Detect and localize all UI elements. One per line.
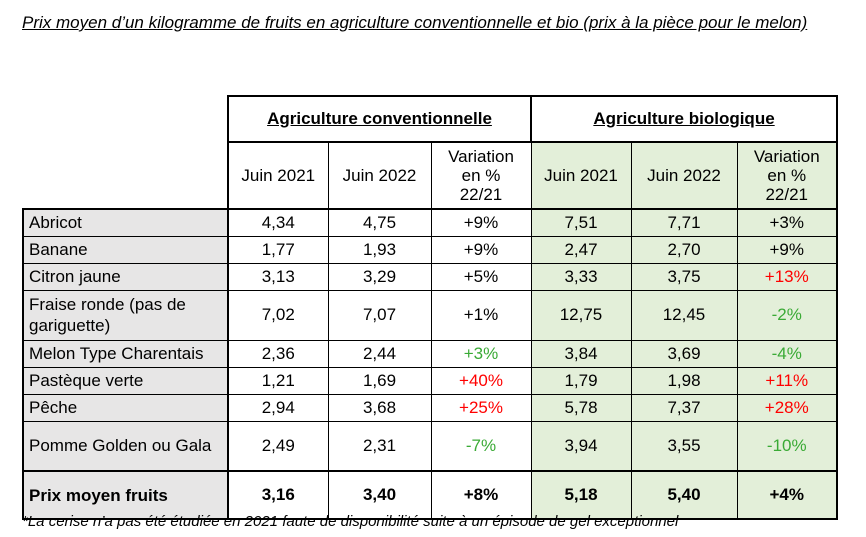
total-cell-bvar: +4%: [737, 470, 838, 520]
col-header-variation: Variation en % 22/21: [431, 142, 532, 210]
table-title: Prix moyen d’un kilogramme de fruits en …: [22, 13, 808, 32]
cell-b22: 7,71: [631, 209, 738, 237]
col-header-june2021-bio: Juin 2021: [530, 142, 632, 210]
variation-line-2: en %: [461, 166, 501, 185]
cell-b21: 12,75: [530, 290, 632, 341]
cell-b21: 3,84: [530, 340, 632, 368]
cell-c22: 3,29: [328, 263, 432, 291]
cell-b21: 5,78: [530, 394, 632, 422]
total-label: Prix moyen fruits: [22, 470, 229, 520]
price-table: Agriculture conventionnelle Agriculture …: [22, 95, 838, 520]
cell-c21: 4,34: [228, 209, 329, 237]
cell-b21: 7,51: [530, 209, 632, 237]
cell-b21: 2,47: [530, 236, 632, 264]
table-row: Banane 1,77 1,93 +9% 2,47 2,70 +9%: [22, 236, 838, 264]
cell-b22: 2,70: [631, 236, 738, 264]
total-row: Prix moyen fruits 3,16 3,40 +8% 5,18 5,4…: [22, 470, 838, 520]
col-header-june2022: Juin 2022: [328, 142, 432, 210]
cell-c21: 2,36: [228, 340, 329, 368]
cell-b22: 3,69: [631, 340, 738, 368]
table-row: Citron jaune 3,13 3,29 +5% 3,33 3,75 +13%: [22, 263, 838, 291]
cell-c22: 1,93: [328, 236, 432, 264]
cell-bvar: +28%: [737, 394, 838, 422]
cell-c22: 2,31: [328, 421, 432, 472]
total-cell-b21: 5,18: [531, 470, 632, 520]
cell-cvar: +40%: [431, 367, 532, 395]
cell-cvar: -7%: [431, 421, 532, 472]
fruit-name: Pomme Golden ou Gala: [22, 421, 229, 472]
fruit-name: Abricot: [22, 209, 229, 237]
cell-b21: 3,33: [530, 263, 632, 291]
fruit-name: Fraise ronde (pas de gariguette): [22, 290, 229, 341]
col-header-variation-bio: Variation en % 22/21: [737, 142, 838, 210]
fruit-name: Banane: [22, 236, 229, 264]
cell-c22: 1,69: [328, 367, 432, 395]
footnote: *La cerise n’a pas été étudiée en 2021 f…: [22, 513, 679, 530]
cell-bvar: -2%: [737, 290, 838, 341]
cell-c21: 1,21: [228, 367, 329, 395]
fruit-name: Pastèque verte: [22, 367, 229, 395]
variation-line-2: en %: [767, 166, 807, 185]
cell-c22: 2,44: [328, 340, 432, 368]
cell-b22: 1,98: [631, 367, 738, 395]
cell-c21: 3,13: [228, 263, 329, 291]
cell-c22: 4,75: [328, 209, 432, 237]
cell-cvar: +25%: [431, 394, 532, 422]
cell-bvar: -10%: [737, 421, 838, 472]
cell-c22: 3,68: [328, 394, 432, 422]
cell-c21: 2,94: [228, 394, 329, 422]
cell-bvar: -4%: [737, 340, 838, 368]
cell-cvar: +1%: [431, 290, 532, 341]
cell-b21: 3,94: [530, 421, 632, 472]
cell-c21: 2,49: [228, 421, 329, 472]
cell-b22: 3,75: [631, 263, 738, 291]
cell-b22: 12,45: [631, 290, 738, 341]
cell-bvar: +9%: [737, 236, 838, 264]
fruit-name: Melon Type Charentais: [22, 340, 229, 368]
cell-b21: 1,79: [530, 367, 632, 395]
variation-line-3: 22/21: [459, 185, 503, 204]
cell-bvar: +3%: [737, 209, 838, 237]
cell-bvar: +13%: [737, 263, 838, 291]
table-row: Pomme Golden ou Gala 2,49 2,31 -7% 3,94 3,55-…: [22, 421, 838, 472]
table-row: Pastèque verte 1,21 1,69 +40% 1,79 1,98 +11%: [22, 367, 838, 395]
variation-line-1: Variation: [753, 147, 820, 166]
total-cell-c21: 3,16: [227, 470, 329, 520]
column-header-row: Juin 2021 Juin 2022 Variation en % 22/21…: [23, 142, 838, 210]
cell-b22: 3,55: [631, 421, 738, 472]
fruit-name: Pêche: [22, 394, 229, 422]
table-row: Melon Type Charentais 2,36 2,44 +3% 3,84 3,69…: [22, 340, 838, 368]
total-cell-c22: 3,40: [328, 470, 432, 520]
cell-cvar: +3%: [431, 340, 532, 368]
fruit-name: Citron jaune: [22, 263, 229, 291]
col-header-june2021: Juin 2021: [227, 142, 329, 210]
cell-cvar: +9%: [431, 209, 532, 237]
col-header-june2022-bio: Juin 2022: [631, 142, 738, 210]
cell-c22: 7,07: [328, 290, 432, 341]
cell-bvar: +11%: [737, 367, 838, 395]
table-row: Fraise ronde (pas de gariguette) 7,02 7,07…: [22, 290, 838, 341]
cell-cvar: +5%: [431, 263, 532, 291]
total-cell-cvar: +8%: [431, 470, 532, 520]
table-row: Pêche 2,94 3,68 +25% 5,78 7,37 +28%: [22, 394, 838, 422]
group-header-organic: Agriculture biologique: [530, 95, 838, 143]
total-cell-b22: 5,40: [631, 470, 738, 520]
table-row: Abricot 4,34 4,75 +9% 7,51 7,71 +3%: [22, 209, 838, 237]
cell-c21: 1,77: [228, 236, 329, 264]
group-header-conventional: Agriculture conventionnelle: [227, 95, 532, 143]
cell-c21: 7,02: [228, 290, 329, 341]
variation-line-1: Variation: [448, 147, 514, 166]
cell-b22: 7,37: [631, 394, 738, 422]
cell-cvar: +9%: [431, 236, 532, 264]
variation-line-3: 22/21: [765, 185, 809, 204]
